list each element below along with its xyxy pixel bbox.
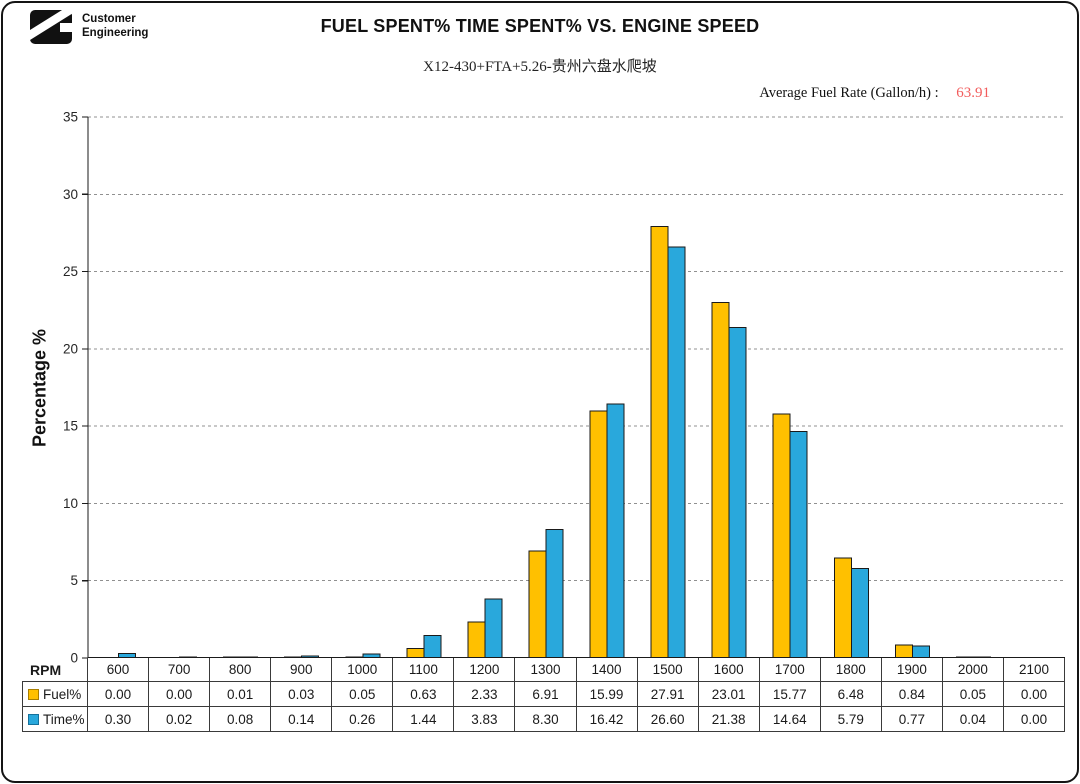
- time-swatch-icon: [28, 713, 39, 725]
- rpm-header-cell: 1400: [576, 658, 638, 682]
- time-value-cell: 1.44: [393, 707, 455, 732]
- bar-fuel-1200: [467, 621, 486, 659]
- time-value-cell: 26.60: [637, 707, 699, 732]
- fuel-value-cell: 15.99: [576, 682, 638, 707]
- legend-time: Time%: [22, 707, 88, 732]
- bar-fuel-1500: [650, 226, 669, 659]
- legend-fuel: Fuel%: [22, 682, 88, 707]
- rpm-header-cell: 1900: [881, 658, 943, 682]
- rpm-header-cell: 1800: [820, 658, 882, 682]
- average-fuel-rate: Average Fuel Rate (Gallon/h) : 63.91: [759, 85, 990, 102]
- fuel-value-cell: 0.01: [210, 682, 272, 707]
- time-value-cell: 0.02: [149, 707, 211, 732]
- y-tick-label: 35: [63, 110, 78, 125]
- bar-fuel-1100: [406, 647, 425, 659]
- fuel-value-cell: 6.48: [820, 682, 882, 707]
- fuel-value-cell: 0.03: [271, 682, 333, 707]
- logo-block: Customer Engineering: [30, 8, 148, 46]
- time-value-cell: 0.14: [271, 707, 333, 732]
- y-tick-label: 10: [63, 496, 78, 511]
- fuel-value-cell: 0.84: [881, 682, 943, 707]
- time-value-cell: 8.30: [515, 707, 577, 732]
- bar-time-1800: [850, 568, 869, 659]
- rpm-header-cell: 1700: [759, 658, 821, 682]
- rpm-header-cell: 1200: [454, 658, 516, 682]
- bar-time-1400: [606, 403, 625, 659]
- time-value-cell: 14.64: [759, 707, 821, 732]
- bar-time-1200: [484, 598, 503, 659]
- time-value-cell: 0.08: [210, 707, 272, 732]
- rpm-header-cell: 2100: [1003, 658, 1065, 682]
- bar-fuel-1900: [894, 644, 913, 659]
- fuel-value-cell: 27.91: [637, 682, 699, 707]
- fuel-value-cell: 0.63: [393, 682, 455, 707]
- bar-time-1700: [789, 431, 808, 659]
- rpm-header-cell: 1000: [332, 658, 394, 682]
- time-value-cell: 0.00: [1003, 707, 1065, 732]
- time-value-cell: 0.26: [332, 707, 394, 732]
- rpm-header-cell: 1300: [515, 658, 577, 682]
- bar-fuel-1700: [772, 413, 791, 659]
- rpm-header-cell: 1500: [637, 658, 699, 682]
- time-value-cell: 5.79: [820, 707, 882, 732]
- time-value-cell: 0.04: [942, 707, 1004, 732]
- fuel-value-cell: 15.77: [759, 682, 821, 707]
- page-subtitle: X12-430+FTA+5.26-贵州六盘水爬坡: [423, 59, 657, 75]
- bar-time-1500: [667, 246, 686, 659]
- time-value-cell: 21.38: [698, 707, 760, 732]
- bar-time-1600: [728, 327, 747, 659]
- rpm-header-cell: 1100: [393, 658, 455, 682]
- fuel-value-cell: 0.05: [942, 682, 1004, 707]
- time-value-cell: 0.30: [88, 707, 150, 732]
- bar-fuel-1800: [833, 557, 852, 659]
- rpm-header-cell: 600: [88, 658, 150, 682]
- y-tick-label: 25: [63, 264, 78, 279]
- y-tick-label: 20: [63, 341, 78, 356]
- cummins-logo: [30, 8, 74, 44]
- bar-fuel-1300: [528, 550, 547, 659]
- page-title: FUEL SPENT% TIME SPENT% VS. ENGINE SPEED: [320, 16, 760, 36]
- bar-time-1300: [545, 529, 564, 659]
- bar-time-1900: [911, 645, 930, 659]
- series-name: Time%: [43, 711, 85, 727]
- fuel-swatch-icon: [28, 688, 39, 700]
- average-fuel-rate-value: 63.91: [956, 85, 990, 101]
- bar-time-1100: [423, 635, 442, 659]
- logo-text-line1: Customer: [82, 13, 136, 25]
- bar-fuel-1400: [589, 410, 608, 659]
- fuel-value-cell: 2.33: [454, 682, 516, 707]
- y-tick-label: 30: [63, 187, 78, 202]
- time-value-cell: 3.83: [454, 707, 516, 732]
- rpm-header-cell: 800: [210, 658, 272, 682]
- bar-fuel-1600: [711, 301, 730, 659]
- rpm-header-cell: 900: [271, 658, 333, 682]
- rpm-header-cell: 1600: [698, 658, 760, 682]
- y-tick-label: 0: [70, 651, 78, 666]
- fuel-value-cell: 23.01: [698, 682, 760, 707]
- time-value-cell: 16.42: [576, 707, 638, 732]
- rpm-label: RPM: [22, 658, 88, 682]
- y-tick-label: 5: [70, 573, 78, 588]
- fuel-value-cell: 0.00: [88, 682, 150, 707]
- fuel-value-cell: 0.00: [1003, 682, 1065, 707]
- logo-text-line2: Engineering: [82, 27, 149, 40]
- rpm-header-cell: 700: [149, 658, 211, 682]
- fuel-value-cell: 0.00: [149, 682, 211, 707]
- rpm-header-cell: 2000: [942, 658, 1004, 682]
- fuel-value-cell: 6.91: [515, 682, 577, 707]
- average-fuel-rate-label: Average Fuel Rate (Gallon/h) :: [759, 85, 939, 101]
- series-name: Fuel%: [43, 686, 82, 702]
- time-value-cell: 0.77: [881, 707, 943, 732]
- data-table: RPM 600 700 800 900 1000 1100 1200 1300 1400 1500 1…: [22, 658, 1065, 732]
- fuel-value-cell: 0.05: [332, 682, 394, 707]
- y-tick-label: 15: [63, 419, 78, 434]
- logo-text: Customer Engineering: [82, 8, 148, 41]
